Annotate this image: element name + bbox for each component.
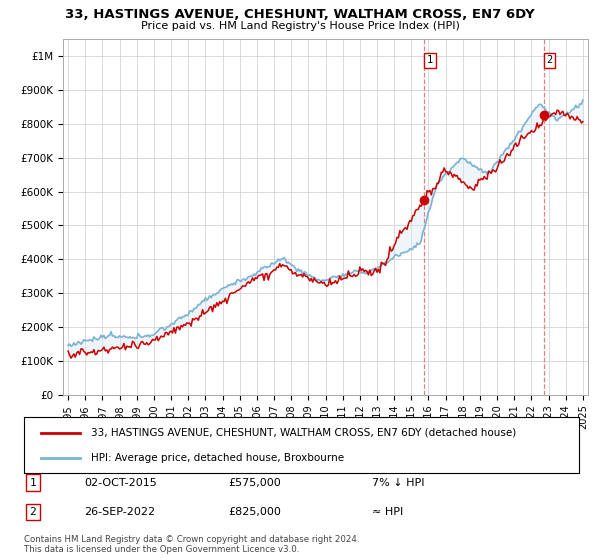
Text: 26-SEP-2022: 26-SEP-2022	[84, 507, 155, 517]
Text: 33, HASTINGS AVENUE, CHESHUNT, WALTHAM CROSS, EN7 6DY (detached house): 33, HASTINGS AVENUE, CHESHUNT, WALTHAM C…	[91, 428, 516, 438]
Text: 2: 2	[547, 55, 553, 65]
Text: 7% ↓ HPI: 7% ↓ HPI	[372, 478, 425, 488]
Text: Contains HM Land Registry data © Crown copyright and database right 2024.
This d: Contains HM Land Registry data © Crown c…	[24, 535, 359, 554]
Text: 33, HASTINGS AVENUE, CHESHUNT, WALTHAM CROSS, EN7 6DY: 33, HASTINGS AVENUE, CHESHUNT, WALTHAM C…	[65, 8, 535, 21]
Text: Price paid vs. HM Land Registry's House Price Index (HPI): Price paid vs. HM Land Registry's House …	[140, 21, 460, 31]
Text: HPI: Average price, detached house, Broxbourne: HPI: Average price, detached house, Brox…	[91, 452, 344, 463]
Text: 2: 2	[29, 507, 37, 517]
Text: 1: 1	[29, 478, 37, 488]
Text: 1: 1	[427, 55, 433, 65]
Text: £575,000: £575,000	[228, 478, 281, 488]
Text: ≈ HPI: ≈ HPI	[372, 507, 403, 517]
Text: 02-OCT-2015: 02-OCT-2015	[84, 478, 157, 488]
Text: £825,000: £825,000	[228, 507, 281, 517]
